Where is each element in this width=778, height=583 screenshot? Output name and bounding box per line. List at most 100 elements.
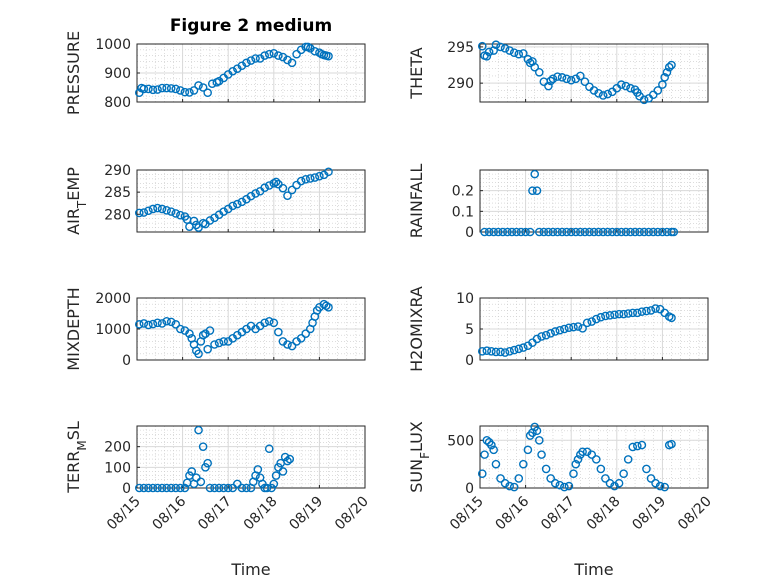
subplot-theta: 290 295 THETA: [407, 40, 709, 105]
data-point: [274, 327, 283, 337]
data-point: [528, 186, 537, 195]
data-point: [633, 441, 642, 451]
data-point: [532, 186, 542, 195]
data-point: [557, 227, 567, 237]
data-point: [655, 481, 665, 491]
data-point: [198, 83, 208, 92]
data-point: [482, 436, 492, 445]
y-axis-label: PRESSURE: [64, 31, 83, 115]
data-point: [260, 318, 269, 328]
data-point: [516, 227, 526, 237]
data-point: [176, 210, 185, 220]
y-tick-label: 0: [122, 481, 131, 497]
data-point: [219, 207, 228, 216]
data-point: [603, 227, 612, 237]
data-point: [530, 169, 540, 179]
data-point: [251, 54, 260, 63]
data-point: [180, 483, 190, 493]
data-point: [157, 83, 167, 93]
y-tick-label: 200: [104, 440, 131, 456]
data-point: [228, 66, 238, 76]
data-point: [278, 183, 288, 193]
data-point: [521, 227, 530, 237]
data-point: [553, 227, 562, 237]
y-tick-label: 285: [104, 185, 131, 201]
subplot-h2omixra: 0 5 10 H2OMIXRA: [407, 286, 709, 372]
data-point: [653, 86, 663, 95]
data-point: [564, 323, 574, 333]
data-point: [619, 469, 628, 478]
data-point: [578, 324, 587, 333]
data-point: [205, 483, 215, 493]
data-point: [505, 46, 514, 55]
data-point: [166, 317, 176, 327]
plot-border: [136, 297, 366, 361]
data-point: [603, 89, 612, 99]
data-point: [612, 227, 622, 237]
data-point: [148, 319, 158, 329]
data-point: [287, 58, 297, 68]
data-point: [519, 343, 528, 352]
y-axis-label: RAINFALL: [407, 164, 426, 239]
data-point: [509, 345, 519, 355]
data-point: [621, 227, 631, 237]
data-point: [480, 227, 489, 237]
data-point: [525, 227, 535, 237]
data-point: [489, 445, 498, 455]
data-point: [246, 191, 256, 201]
data-point: [621, 81, 631, 91]
plot-border: [479, 43, 709, 103]
data-point: [660, 482, 669, 492]
data-point: [610, 310, 619, 320]
data-point: [176, 483, 185, 493]
data-point: [134, 483, 144, 493]
data-point: [512, 227, 521, 237]
data-point: [283, 191, 292, 200]
data-point: [637, 307, 647, 316]
data-point: [544, 81, 553, 91]
data-point: [509, 48, 519, 58]
data-point: [491, 459, 501, 469]
y-tick-label: 280: [104, 207, 131, 223]
data-point: [477, 347, 487, 356]
plot-border: [136, 43, 366, 103]
data-point: [480, 450, 489, 459]
data-point: [573, 455, 583, 464]
data-point: [544, 227, 553, 237]
data-point: [144, 84, 153, 94]
data-point: [166, 483, 176, 493]
data-point: [260, 51, 269, 60]
data-point: [285, 454, 295, 464]
y-tick-label: 5: [465, 322, 474, 338]
data-point: [176, 86, 185, 95]
data-point: [553, 72, 562, 81]
data-point: [596, 464, 606, 474]
data-point: [194, 349, 203, 359]
data-point: [633, 308, 642, 318]
y-tick-label: 290: [447, 76, 474, 92]
data-point: [623, 455, 633, 464]
data-point: [214, 483, 224, 493]
data-point: [523, 445, 533, 455]
data-point: [566, 75, 576, 85]
data-point: [669, 227, 679, 237]
data-point: [324, 51, 333, 61]
data-point: [557, 73, 567, 82]
data-point: [237, 483, 247, 493]
y-axis-label: THETA: [407, 47, 426, 99]
data-point: [203, 344, 212, 354]
data-point: [305, 174, 315, 183]
data-point: [153, 85, 162, 94]
data-point: [264, 49, 274, 59]
data-point: [144, 206, 153, 216]
data-point: [617, 80, 626, 89]
data-point: [594, 89, 603, 98]
data-point: [560, 482, 569, 492]
data-point: [315, 171, 324, 181]
data-point: [205, 326, 215, 335]
data-point: [614, 478, 624, 488]
y-tick-label: 290: [104, 163, 131, 179]
data-point: [514, 344, 524, 354]
data-point: [484, 227, 494, 237]
